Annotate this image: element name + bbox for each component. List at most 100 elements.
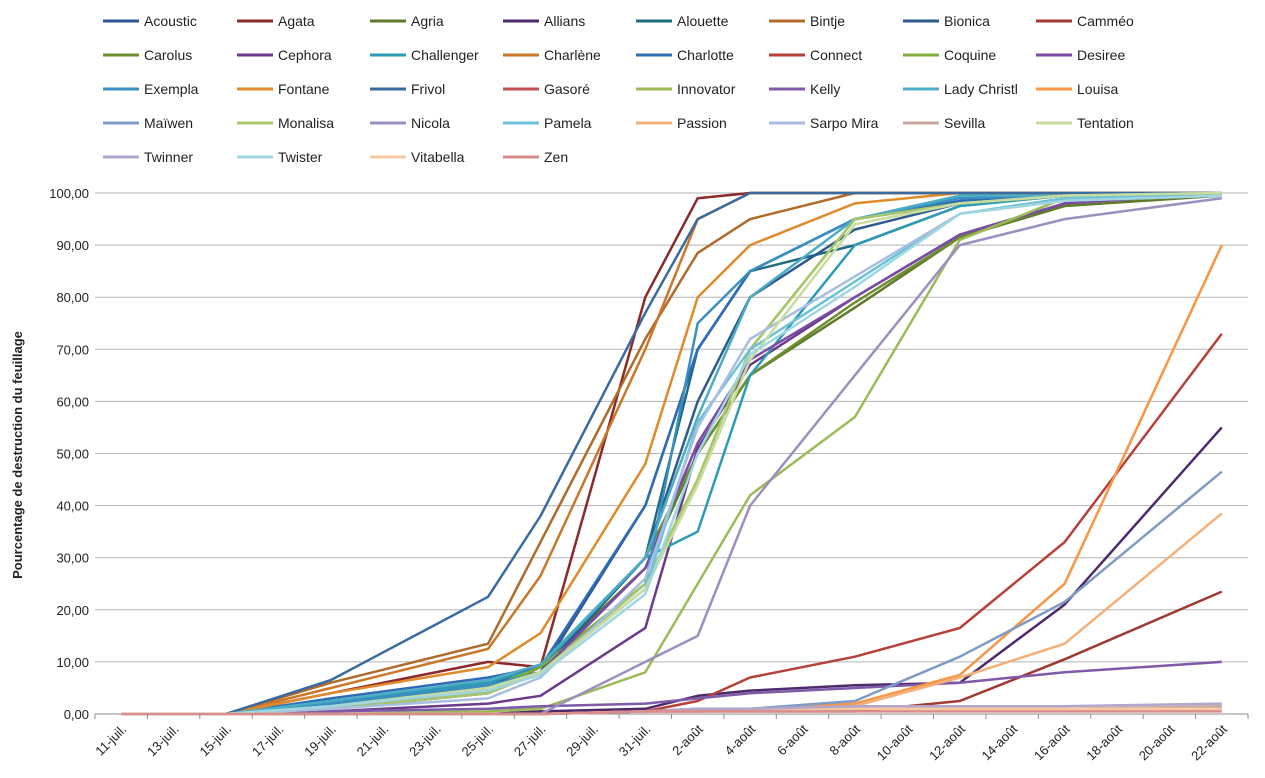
legend-item: Zen	[503, 149, 568, 165]
legend-label: Kelly	[810, 81, 840, 97]
legend-item: Connect	[769, 47, 862, 63]
x-tick-label: 14-août	[978, 721, 1020, 763]
legend-item: Twinner	[103, 149, 193, 165]
legend-label: Desiree	[1077, 47, 1125, 63]
legend-item: Allians	[503, 13, 585, 29]
legend-item: Challenger	[370, 47, 479, 63]
chart-series-group	[121, 191, 1223, 716]
legend-label: Agata	[278, 13, 315, 29]
legend-label: Agria	[411, 13, 444, 29]
x-tick-label: 19-juil.	[301, 722, 339, 760]
y-tick-label: 70,00	[56, 342, 89, 357]
legend-item: Charlotte	[636, 47, 734, 63]
legend-label: Connect	[810, 47, 862, 63]
legend-item: Pamela	[503, 115, 592, 131]
y-tick-label: 100,00	[49, 186, 89, 201]
x-tick-label: 17-juil.	[249, 722, 287, 760]
legend-label: Gasoré	[544, 81, 590, 97]
x-tick-label: 10-août	[874, 721, 916, 763]
x-tick-label: 12-août	[926, 721, 968, 763]
legend-item: Camméo	[1036, 13, 1134, 29]
x-tick-label: 2-août	[669, 721, 706, 758]
legend-label: Twister	[278, 149, 323, 165]
legend-item: Twister	[237, 149, 323, 165]
x-tick-label: 6-août	[774, 721, 811, 758]
x-tick-label: 22-août	[1188, 721, 1230, 763]
legend-item: Acoustic	[103, 13, 197, 29]
y-axis-title: Pourcentage de destruction du feuillage	[10, 331, 25, 579]
legend-label: Fontane	[278, 81, 330, 97]
y-tick-label: 60,00	[56, 394, 89, 409]
chart-legend: Acoustic Agata Agria Allians Alouette Bintje B…	[103, 13, 1134, 165]
y-tick-label: 80,00	[56, 290, 89, 305]
legend-item: Alouette	[636, 13, 729, 29]
x-tick-label: 8-août	[826, 721, 863, 758]
x-tick-label: 21-juil.	[354, 722, 392, 760]
legend-label: Vitabella	[411, 149, 465, 165]
legend-item: Bionica	[903, 13, 990, 29]
legend-label: Acoustic	[144, 13, 197, 29]
legend-label: Pamela	[544, 115, 592, 131]
legend-label: Tentation	[1077, 115, 1134, 131]
legend-item: Kelly	[769, 81, 840, 97]
x-tick-label: 25-juil.	[459, 722, 497, 760]
legend-item: Agata	[237, 13, 315, 29]
y-tick-label: 30,00	[56, 551, 89, 566]
series-line-zen	[121, 710, 1222, 716]
series-line-frivol	[121, 191, 1222, 716]
legend-label: Lady Christl	[944, 81, 1018, 97]
legend-item: Exempla	[103, 81, 199, 97]
x-tick-label: 4-août	[722, 721, 759, 758]
legend-label: Charlène	[544, 47, 601, 63]
legend-item: Monalisa	[237, 115, 334, 131]
y-tick-label: 20,00	[56, 603, 89, 618]
legend-label: Monalisa	[278, 115, 334, 131]
y-tick-label: 0,00	[64, 707, 89, 722]
x-tick-label: 15-juil.	[196, 722, 234, 760]
series-line-charlotte	[121, 191, 1222, 716]
legend-item: Nicola	[370, 115, 450, 131]
legend-item: Frivol	[370, 81, 445, 97]
legend-item: Sarpo Mira	[769, 115, 879, 131]
x-tick-label: 13-juil.	[144, 722, 182, 760]
legend-item: Lady Christl	[903, 81, 1018, 97]
legend-label: Louisa	[1077, 81, 1118, 97]
series-line-lady-christl	[121, 191, 1222, 716]
series-line-allians	[121, 426, 1223, 716]
x-tick-label: 31-juil.	[616, 722, 654, 760]
legend-label: Passion	[677, 115, 727, 131]
y-tick-label: 10,00	[56, 655, 89, 670]
legend-label: Camméo	[1077, 13, 1134, 29]
legend-item: Tentation	[1036, 115, 1134, 131]
x-tick-label: 16-août	[1031, 721, 1073, 763]
legend-item: Desiree	[1036, 47, 1125, 63]
y-tick-label: 90,00	[56, 238, 89, 253]
y-tick-label: 50,00	[56, 447, 89, 462]
legend-item: Innovator	[636, 81, 736, 97]
legend-item: Charlène	[503, 47, 601, 63]
x-tick-label: 29-juil.	[563, 722, 601, 760]
y-tick-label: 40,00	[56, 499, 89, 514]
legend-item: Bintje	[769, 13, 845, 29]
legend-item: Coquine	[903, 47, 996, 63]
legend-label: Cephora	[278, 47, 332, 63]
legend-item: Carolus	[103, 47, 192, 63]
legend-label: Alouette	[677, 13, 729, 29]
legend-label: Challenger	[411, 47, 479, 63]
legend-item: Fontane	[237, 81, 330, 97]
legend-item: Sevilla	[903, 115, 985, 131]
legend-label: Charlotte	[677, 47, 734, 63]
x-tick-label: 27-juil.	[511, 722, 549, 760]
legend-item: Cephora	[237, 47, 332, 63]
legend-label: Frivol	[411, 81, 445, 97]
legend-label: Nicola	[411, 115, 450, 131]
legend-item: Agria	[370, 13, 444, 29]
legend-label: Twinner	[144, 149, 193, 165]
legend-label: Sarpo Mira	[810, 115, 879, 131]
legend-label: Exempla	[144, 81, 199, 97]
legend-item: Vitabella	[370, 149, 465, 165]
legend-label: Bintje	[810, 13, 845, 29]
legend-label: Bionica	[944, 13, 990, 29]
legend-label: Innovator	[677, 81, 736, 97]
